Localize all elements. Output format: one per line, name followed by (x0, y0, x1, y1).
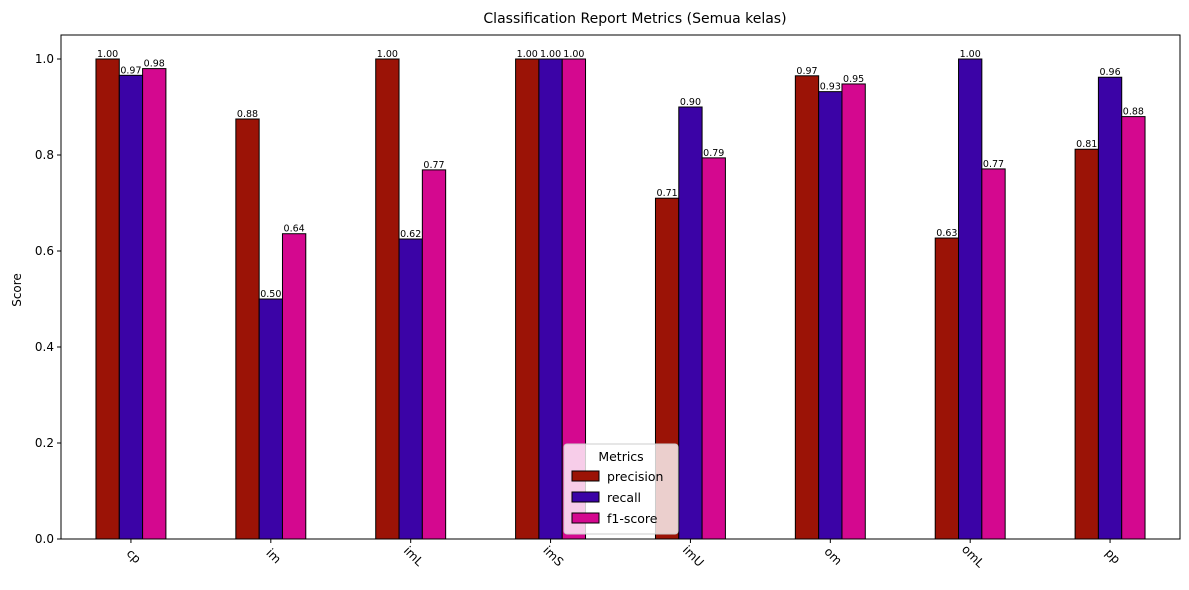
bar-precision-imS (515, 58, 540, 540)
bar-precision-im (235, 118, 260, 540)
bar-f1-score-om (841, 83, 866, 540)
legend-label-f1-score: f1-score (607, 511, 658, 526)
x-tick-label-pp: pp (1103, 546, 1124, 567)
bar-value-label-f1-score-omL: 0.77 (983, 159, 1004, 170)
legend-label-recall: recall (607, 490, 641, 505)
bar-recall-imU (678, 106, 703, 540)
bar-value-label-recall-om: 0.93 (820, 82, 841, 93)
legend-swatch-f1-score (571, 512, 600, 524)
bar-value-label-recall-im: 0.50 (260, 289, 281, 300)
bar-value-label-precision-imL: 1.00 (377, 49, 398, 60)
bar-value-label-precision-cp: 1.00 (97, 49, 118, 60)
x-tick-label-imU: imU (680, 543, 707, 570)
bar-precision-cp (95, 58, 120, 540)
legend-swatch-precision (571, 470, 600, 482)
bar-recall-omL (958, 58, 983, 540)
bar-recall-imS (538, 58, 563, 540)
bar-value-label-f1-score-cp: 0.98 (144, 59, 165, 70)
bar-value-label-f1-score-imL: 0.77 (423, 160, 444, 171)
y-tick-label: 0.6 (35, 244, 54, 258)
bar-precision-omL (934, 237, 960, 540)
bar-value-label-precision-omL: 0.63 (936, 228, 957, 239)
bar-f1-score-im (281, 233, 307, 540)
bar-value-label-precision-pp: 0.81 (1076, 139, 1097, 150)
bar-precision-imL (375, 58, 400, 540)
bar-f1-score-imL (421, 169, 447, 540)
x-tick-label-imL: imL (401, 544, 426, 569)
x-tick-label-om: om (821, 544, 844, 567)
bar-value-label-precision-im: 0.88 (237, 109, 258, 120)
y-tick-label: 0.8 (35, 148, 54, 162)
bar-value-label-f1-score-imU: 0.79 (703, 148, 724, 159)
bar-value-label-precision-imU: 0.71 (657, 188, 678, 199)
bar-value-label-f1-score-imS: 1.00 (563, 49, 584, 60)
bar-f1-score-cp (142, 68, 167, 540)
chart-title: Classification Report Metrics (Semua kel… (483, 11, 786, 27)
y-tick-label: 0.0 (35, 532, 54, 546)
bar-labels-group: 1.000.881.00 1.000.710.970.630.810.970.50… (97, 49, 1144, 300)
bar-value-label-recall-imL: 0.62 (400, 229, 421, 240)
bar-f1-score-imU (701, 157, 726, 540)
bar-value-label-precision-imS: 1.00 (517, 49, 538, 60)
x-tick-label-omL: omL (959, 542, 987, 570)
y-tick-label: 0.2 (35, 436, 54, 450)
x-tick-label-cp: cp (124, 546, 144, 566)
bar-value-label-recall-omL: 1.00 (960, 49, 981, 60)
bar-recall-om (818, 91, 843, 540)
legend-title: Metrics (598, 449, 643, 464)
y-axis-label: Score (10, 273, 24, 307)
bar-recall-im (258, 298, 283, 540)
bar-value-label-recall-cp: 0.97 (120, 65, 141, 76)
bar-value-label-precision-om: 0.97 (796, 66, 817, 77)
plot-frame (60, 34, 1181, 540)
bar-value-label-recall-imS: 1.00 (540, 49, 561, 60)
bar-value-label-recall-pp: 0.96 (1099, 67, 1120, 78)
x-tick-label-imS: imS (540, 543, 566, 569)
bar-recall-pp (1097, 76, 1123, 540)
y-tick-label: 0.4 (35, 340, 54, 354)
bar-value-label-f1-score-pp: 0.88 (1123, 107, 1144, 118)
legend-swatch-recall (571, 491, 600, 503)
bar-recall-imL (398, 238, 423, 540)
bar-value-label-f1-score-om: 0.95 (843, 74, 864, 85)
bar-precision-om (794, 75, 820, 540)
y-tick-label: 1.0 (35, 52, 54, 66)
legend: Metrics precision recall f1-score (563, 443, 679, 535)
x-tick-label-im: im (263, 546, 284, 567)
bar-value-label-recall-imU: 0.90 (680, 97, 701, 108)
bar-f1-score-pp (1121, 116, 1146, 540)
bar-recall-cp (118, 74, 144, 540)
legend-label-precision: precision (607, 469, 663, 484)
bar-value-label-f1-score-im: 0.64 (284, 224, 305, 235)
bar-f1-score-omL (981, 168, 1006, 540)
bar-precision-pp (1074, 148, 1099, 540)
legend-box (563, 443, 679, 535)
